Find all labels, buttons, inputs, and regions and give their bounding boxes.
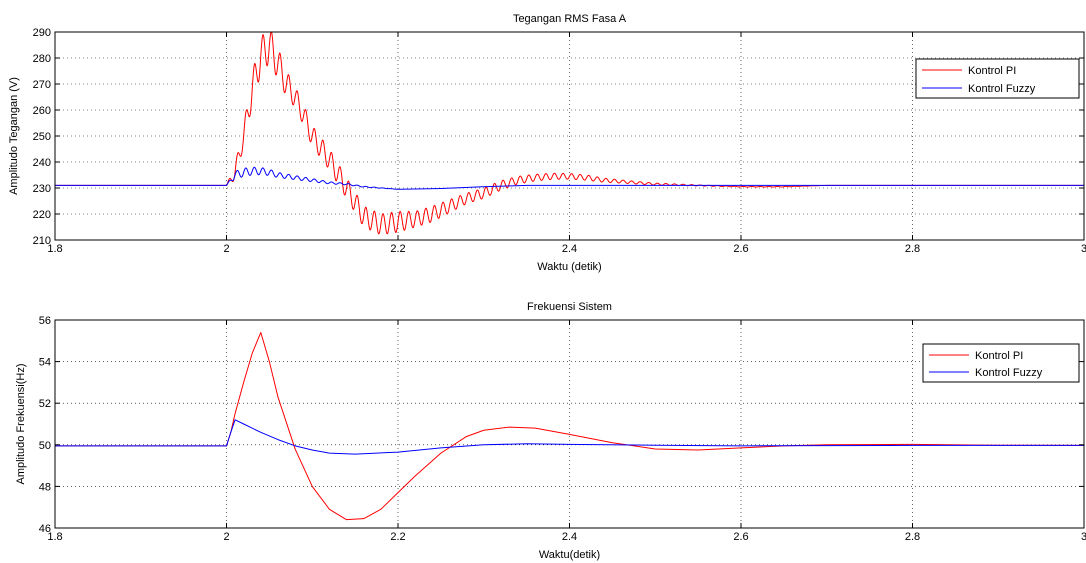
frequency-chart-title: Frekuensi Sistem [527,301,612,313]
frequency-legend-fuzzy-label: Kontrol Fuzzy [975,367,1043,379]
voltage-y-tick-label: 210 [33,235,51,247]
voltage-chart-title: Tegangan RMS Fasa A [513,13,627,25]
voltage-series-group [55,32,1084,235]
voltage-y-tick-label: 220 [33,209,51,221]
voltage-x-axis-label: Waktu (detik) [537,261,601,273]
voltage-plot: Tegangan RMS Fasa A 1.8 2 2.2 2.4 2.6 2.8 3 210… [8,13,1086,273]
frequency-legend: Kontrol PI Kontrol Fuzzy [922,343,1080,383]
voltage-y-tick-label: 270 [33,79,51,91]
frequency-y-tick-label: 50 [39,440,51,452]
voltage-legend-box [915,58,1080,99]
frequency-y-tick-label: 46 [39,523,51,535]
frequency-x-axis-label: Waktu(detik) [539,549,600,561]
voltage-ticks: 1.8 2 2.2 2.4 2.6 2.8 3 210 220 230 240 250 260 270 28… [33,27,1086,255]
voltage-legend-fuzzy-label: Kontrol Fuzzy [968,83,1036,95]
voltage-x-tick-label: 2.2 [390,243,405,255]
voltage-y-tick-label: 290 [33,27,51,39]
frequency-y-tick-label: 54 [39,357,51,369]
voltage-x-tick-label: 2.8 [905,243,920,255]
frequency-ticks: 1.8 2 2.2 2.4 2.6 2.8 3 46 48 50 52 54 56 [39,315,1086,543]
frequency-x-tick-label: 1.8 [47,531,62,543]
voltage-series-kontrol-fuzzy [55,166,1084,190]
voltage-x-tick-label: 2.6 [733,243,748,255]
frequency-x-tick-label: 3 [1081,531,1086,543]
voltage-x-tick-label: 2.4 [562,243,577,255]
voltage-x-tick-label: 2 [223,243,229,255]
frequency-series-group [55,331,1084,521]
frequency-y-tick-label: 56 [39,315,51,327]
frequency-y-tick-label: 52 [39,398,51,410]
voltage-y-tick-label: 250 [33,131,51,143]
voltage-y-tick-label: 280 [33,53,51,65]
voltage-legend: Kontrol PI Kontrol Fuzzy [915,58,1080,99]
voltage-y-tick-label: 230 [33,183,51,195]
frequency-y-tick-label: 48 [39,481,51,493]
frequency-plot: Frekuensi Sistem 1.8 2 2.2 2.4 2.6 2.8 3 46 48 50… [15,301,1086,561]
frequency-x-tick-label: 2.2 [390,531,405,543]
frequency-series-kontrol-fuzzy [55,419,1084,455]
voltage-x-tick-label: 1.8 [47,243,62,255]
voltage-y-tick-label: 240 [33,157,51,169]
frequency-x-tick-label: 2.6 [733,531,748,543]
frequency-legend-box [922,343,1080,383]
frequency-y-axis-label: Amplitudo Frekuensi(Hz) [15,363,27,484]
voltage-y-tick-label: 260 [33,105,51,117]
frequency-legend-pi-label: Kontrol PI [975,350,1023,362]
voltage-y-axis-label: Amplitudo Tegangan (V) [8,77,20,195]
frequency-grid [55,320,1084,528]
frequency-series-kontrol-pi [55,331,1084,521]
frequency-x-tick-label: 2.8 [905,531,920,543]
voltage-grid [55,32,1084,240]
frequency-x-tick-label: 2 [223,531,229,543]
frequency-x-tick-label: 2.4 [562,531,577,543]
voltage-x-tick-label: 3 [1081,243,1086,255]
voltage-legend-pi-label: Kontrol PI [968,65,1016,77]
